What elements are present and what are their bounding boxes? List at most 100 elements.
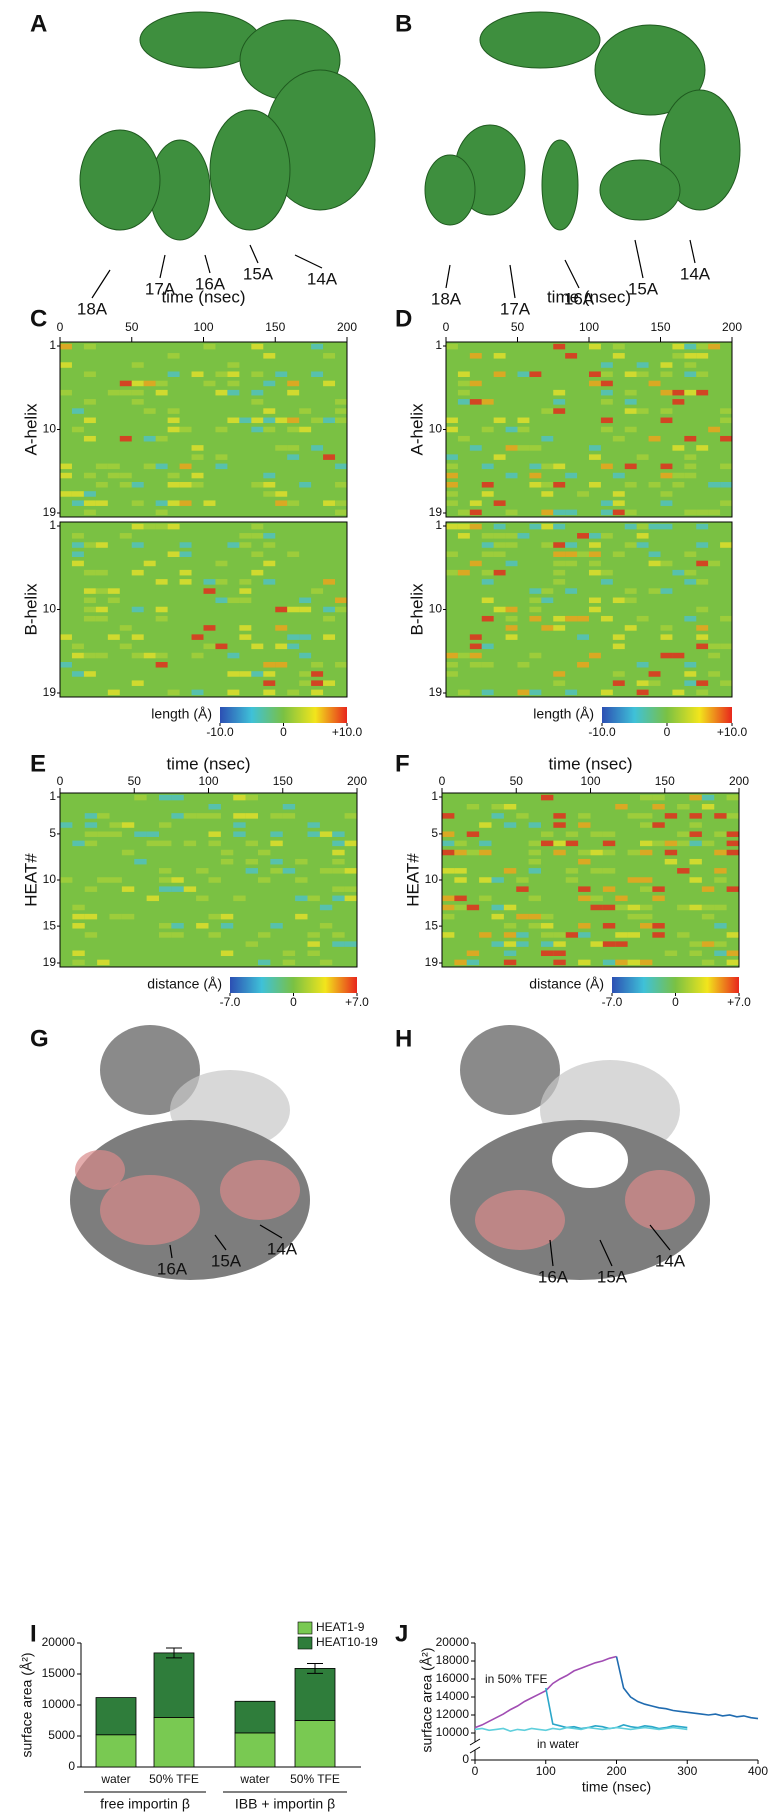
heatmap-cell <box>612 353 625 359</box>
heatmap-cell <box>714 877 727 883</box>
heatmap-cell <box>491 877 504 883</box>
heatmap-cell <box>720 417 732 424</box>
heatmap-cell <box>167 689 180 696</box>
heatmap-cell <box>196 813 209 819</box>
heatmap-cell <box>215 597 228 604</box>
heatmap-cell <box>660 560 673 567</box>
heatmap-cell <box>179 426 192 433</box>
heatmap-cell <box>446 652 458 659</box>
heatmap-cell <box>612 435 625 442</box>
error-bar <box>166 1647 182 1659</box>
heatmap-cell <box>565 509 578 516</box>
x-tick-label: 200 <box>722 320 742 334</box>
heatmap-cell <box>245 840 258 847</box>
heatmap-cell <box>529 463 542 470</box>
heatmap-cell <box>84 840 98 847</box>
heatmap-cell <box>636 689 649 696</box>
heatmap-cell <box>311 343 324 350</box>
heatmap-cell <box>83 542 96 548</box>
heatmap-cell <box>636 615 649 622</box>
heatmap-cell <box>159 794 172 801</box>
heatmap-cell <box>696 343 709 350</box>
heatmap-cell <box>446 523 458 530</box>
heatmap-cell <box>344 868 357 874</box>
heatmap-cell <box>600 579 613 585</box>
heatmap-cell <box>684 343 697 350</box>
heatmap-cell <box>107 389 120 396</box>
heatmap-cell <box>155 389 168 396</box>
heatmap-cell <box>677 840 690 847</box>
structure-a <box>79 11 376 241</box>
heatmap-cell <box>590 941 603 947</box>
heatmap-cell <box>528 913 541 920</box>
heatmap-cell <box>493 551 506 557</box>
heatmap-cell <box>720 615 732 622</box>
heatmap-cell <box>263 472 276 479</box>
heatmap-cell <box>335 482 347 488</box>
heatmap-cell <box>648 560 661 567</box>
heatmap-cell <box>215 389 228 396</box>
heatmap-cell <box>72 840 85 847</box>
heatmap-cell <box>640 794 653 801</box>
heatmap-cell <box>602 941 616 947</box>
heatmap-cell <box>332 895 345 902</box>
heatmap-cell <box>109 831 122 837</box>
y-tick-label: 5 <box>49 826 56 840</box>
heatmap-cell <box>270 858 283 865</box>
heatmap-cell <box>457 689 470 696</box>
heatmap-cell <box>684 371 697 377</box>
heatmap-cell <box>481 482 494 488</box>
colorbar <box>602 707 732 723</box>
heatmap-cell <box>541 625 554 631</box>
panel-label: D <box>395 305 412 332</box>
heatmap-cell <box>84 932 98 938</box>
heatmap-cell <box>720 500 732 506</box>
heatmap-cell <box>677 868 690 874</box>
label-arrow <box>445 264 451 289</box>
heatmap-cell <box>684 615 697 622</box>
x-tick-label: 50 <box>511 320 525 334</box>
heatmap-cell <box>159 822 172 828</box>
heatmap-cell <box>457 371 470 377</box>
heatmap-cell <box>578 886 591 892</box>
heatmap-cell <box>97 831 110 837</box>
heatmap-cell <box>60 491 72 497</box>
heatmap-cell <box>446 472 458 479</box>
heatmap-cell <box>726 886 739 892</box>
heatmap-cell <box>275 662 288 668</box>
heatmap-cell <box>600 371 613 377</box>
heatmap-cell <box>517 371 530 377</box>
heatmap-cell <box>208 840 221 847</box>
heatmap-cell <box>491 913 504 920</box>
heatmap-cell <box>648 482 661 488</box>
colorbar-tick-label: -10.0 <box>206 725 234 739</box>
heatmap-cell <box>578 895 591 902</box>
heatmap-cell <box>203 625 216 631</box>
heatmap-cell <box>553 399 566 405</box>
label-arrow <box>159 254 166 279</box>
heatmap-cell <box>578 849 591 856</box>
heatmap-cell <box>159 886 172 892</box>
heatmap-cell <box>258 932 271 938</box>
panel-label: G <box>30 1025 49 1052</box>
heatmap-cell <box>446 569 458 576</box>
heatmap-cell <box>270 831 283 837</box>
heatmap-cell <box>466 959 480 966</box>
heatmap-cell <box>684 472 697 479</box>
heatmap-cell <box>155 662 168 668</box>
heatmap-cell <box>553 625 566 631</box>
heatmap-cell <box>227 652 240 659</box>
heatmap-cell <box>171 923 184 929</box>
heatmap-cell <box>454 904 467 911</box>
heatmap-cell <box>295 877 308 883</box>
heatmap-cell <box>311 671 324 677</box>
heatmap-cell <box>275 500 288 506</box>
heatmap-cell <box>708 643 721 650</box>
heatmap-cell <box>227 389 240 396</box>
heatmap-cell <box>71 500 84 506</box>
heatmap-cell <box>529 689 542 696</box>
heatmap-cell <box>505 445 518 451</box>
heatmap-cell <box>119 380 132 387</box>
heatmap-cell <box>84 813 98 819</box>
heatmap-cell <box>553 822 566 828</box>
